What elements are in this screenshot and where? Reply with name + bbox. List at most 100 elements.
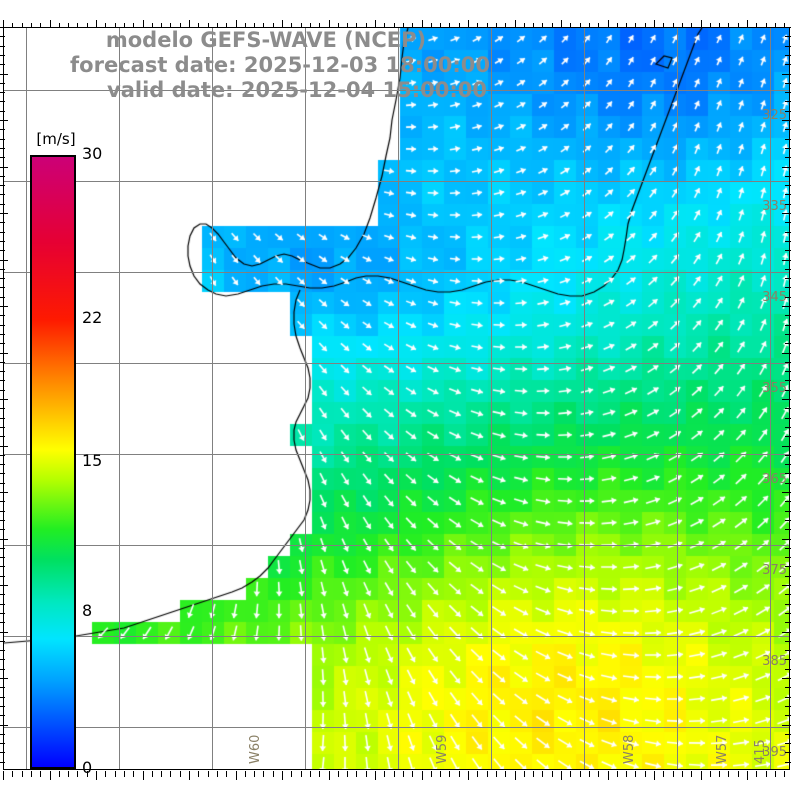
gridline-vertical xyxy=(584,28,585,769)
axis-tick xyxy=(782,585,791,586)
axis-tick xyxy=(0,510,5,512)
axis-tick xyxy=(785,64,791,66)
axis-tick xyxy=(0,696,5,698)
axis-tick xyxy=(0,194,5,196)
axis-tick xyxy=(785,603,791,605)
colorbar[interactable] xyxy=(30,155,76,769)
axis-tick xyxy=(421,20,423,28)
axis-tick xyxy=(654,771,655,780)
axis-tick xyxy=(291,771,293,777)
colorbar-tick-15: 15 xyxy=(82,451,103,470)
axis-tick xyxy=(198,23,200,28)
axis-tick xyxy=(0,464,5,466)
axis-tick xyxy=(785,705,791,707)
axis-tick xyxy=(300,771,302,777)
axis-tick xyxy=(328,20,330,28)
axis-tick xyxy=(782,445,791,447)
axis-tick xyxy=(785,240,791,242)
axis-tick xyxy=(0,333,5,335)
axis-tick xyxy=(785,250,791,252)
axis-tick xyxy=(458,23,460,28)
axis-tick xyxy=(123,23,125,28)
gridline-vertical xyxy=(212,28,213,769)
gridline-vertical xyxy=(677,28,678,769)
axis-tick xyxy=(189,771,190,780)
axis-tick xyxy=(785,138,791,140)
axis-tick xyxy=(561,771,562,780)
axis-tick xyxy=(0,213,8,214)
axis-tick xyxy=(785,315,791,317)
axis-tick xyxy=(0,222,5,224)
axis-tick xyxy=(263,23,265,28)
axis-tick xyxy=(0,306,8,307)
axis-tick xyxy=(21,771,23,777)
axis-tick xyxy=(0,82,5,84)
axis-tick xyxy=(291,23,293,28)
axis-tick xyxy=(0,659,5,661)
axis-tick xyxy=(0,175,5,177)
axis-tick xyxy=(486,771,488,777)
axis-tick xyxy=(0,157,5,159)
axis-tick xyxy=(58,23,60,28)
axis-tick xyxy=(123,771,125,777)
axis-tick xyxy=(785,36,791,38)
axis-tick xyxy=(58,771,60,777)
axis-tick xyxy=(785,473,791,475)
axis-tick xyxy=(393,23,395,28)
axis-tick xyxy=(785,231,791,233)
axis-tick xyxy=(0,250,5,252)
axis-tick xyxy=(0,129,5,131)
axis-tick xyxy=(105,771,107,777)
axis-tick xyxy=(523,23,525,28)
axis-tick xyxy=(785,147,791,149)
gridline-horizontal xyxy=(4,454,789,455)
axis-tick xyxy=(244,771,246,777)
axis-tick xyxy=(728,771,730,777)
axis-tick xyxy=(0,166,8,168)
axis-tick xyxy=(681,23,683,28)
grid-label-W57: W57 xyxy=(715,734,730,764)
axis-tick xyxy=(782,678,791,679)
axis-tick xyxy=(449,23,451,28)
axis-tick xyxy=(542,771,544,777)
axis-tick xyxy=(0,380,5,382)
axis-tick xyxy=(0,473,5,475)
colorbar-tick-8: 8 xyxy=(82,601,93,620)
axis-tick xyxy=(0,278,5,280)
axis-tick xyxy=(0,92,5,94)
axis-tick xyxy=(235,771,237,780)
axis-tick xyxy=(785,380,791,382)
axis-tick xyxy=(756,771,758,777)
axis-tick xyxy=(412,23,414,28)
axis-tick xyxy=(375,771,376,780)
axis-tick xyxy=(263,771,265,777)
axis-tick xyxy=(756,23,758,28)
axis-tick xyxy=(785,752,791,754)
gridline-vertical xyxy=(491,28,492,769)
axis-tick xyxy=(0,371,5,373)
axis-tick xyxy=(142,20,144,28)
axis-tick xyxy=(0,761,5,763)
axis-tick xyxy=(0,408,5,410)
axis-tick xyxy=(0,231,5,233)
axis-tick xyxy=(607,771,609,780)
axis-tick xyxy=(579,771,581,777)
axis-tick xyxy=(551,23,553,28)
axis-tick xyxy=(523,771,525,777)
axis-tick xyxy=(785,417,791,419)
axis-tick xyxy=(161,23,163,28)
axis-tick xyxy=(782,27,791,28)
axis-tick xyxy=(477,23,479,28)
axis-tick xyxy=(0,482,5,484)
axis-tick xyxy=(21,23,23,28)
axis-tick xyxy=(654,20,655,28)
axis-tick xyxy=(40,771,42,777)
axis-tick xyxy=(300,23,302,28)
axis-tick xyxy=(691,23,693,28)
axis-tick xyxy=(785,557,791,559)
axis-tick xyxy=(672,23,674,28)
axis-tick xyxy=(468,771,469,780)
axis-tick xyxy=(0,454,5,456)
axis-tick xyxy=(765,771,767,777)
